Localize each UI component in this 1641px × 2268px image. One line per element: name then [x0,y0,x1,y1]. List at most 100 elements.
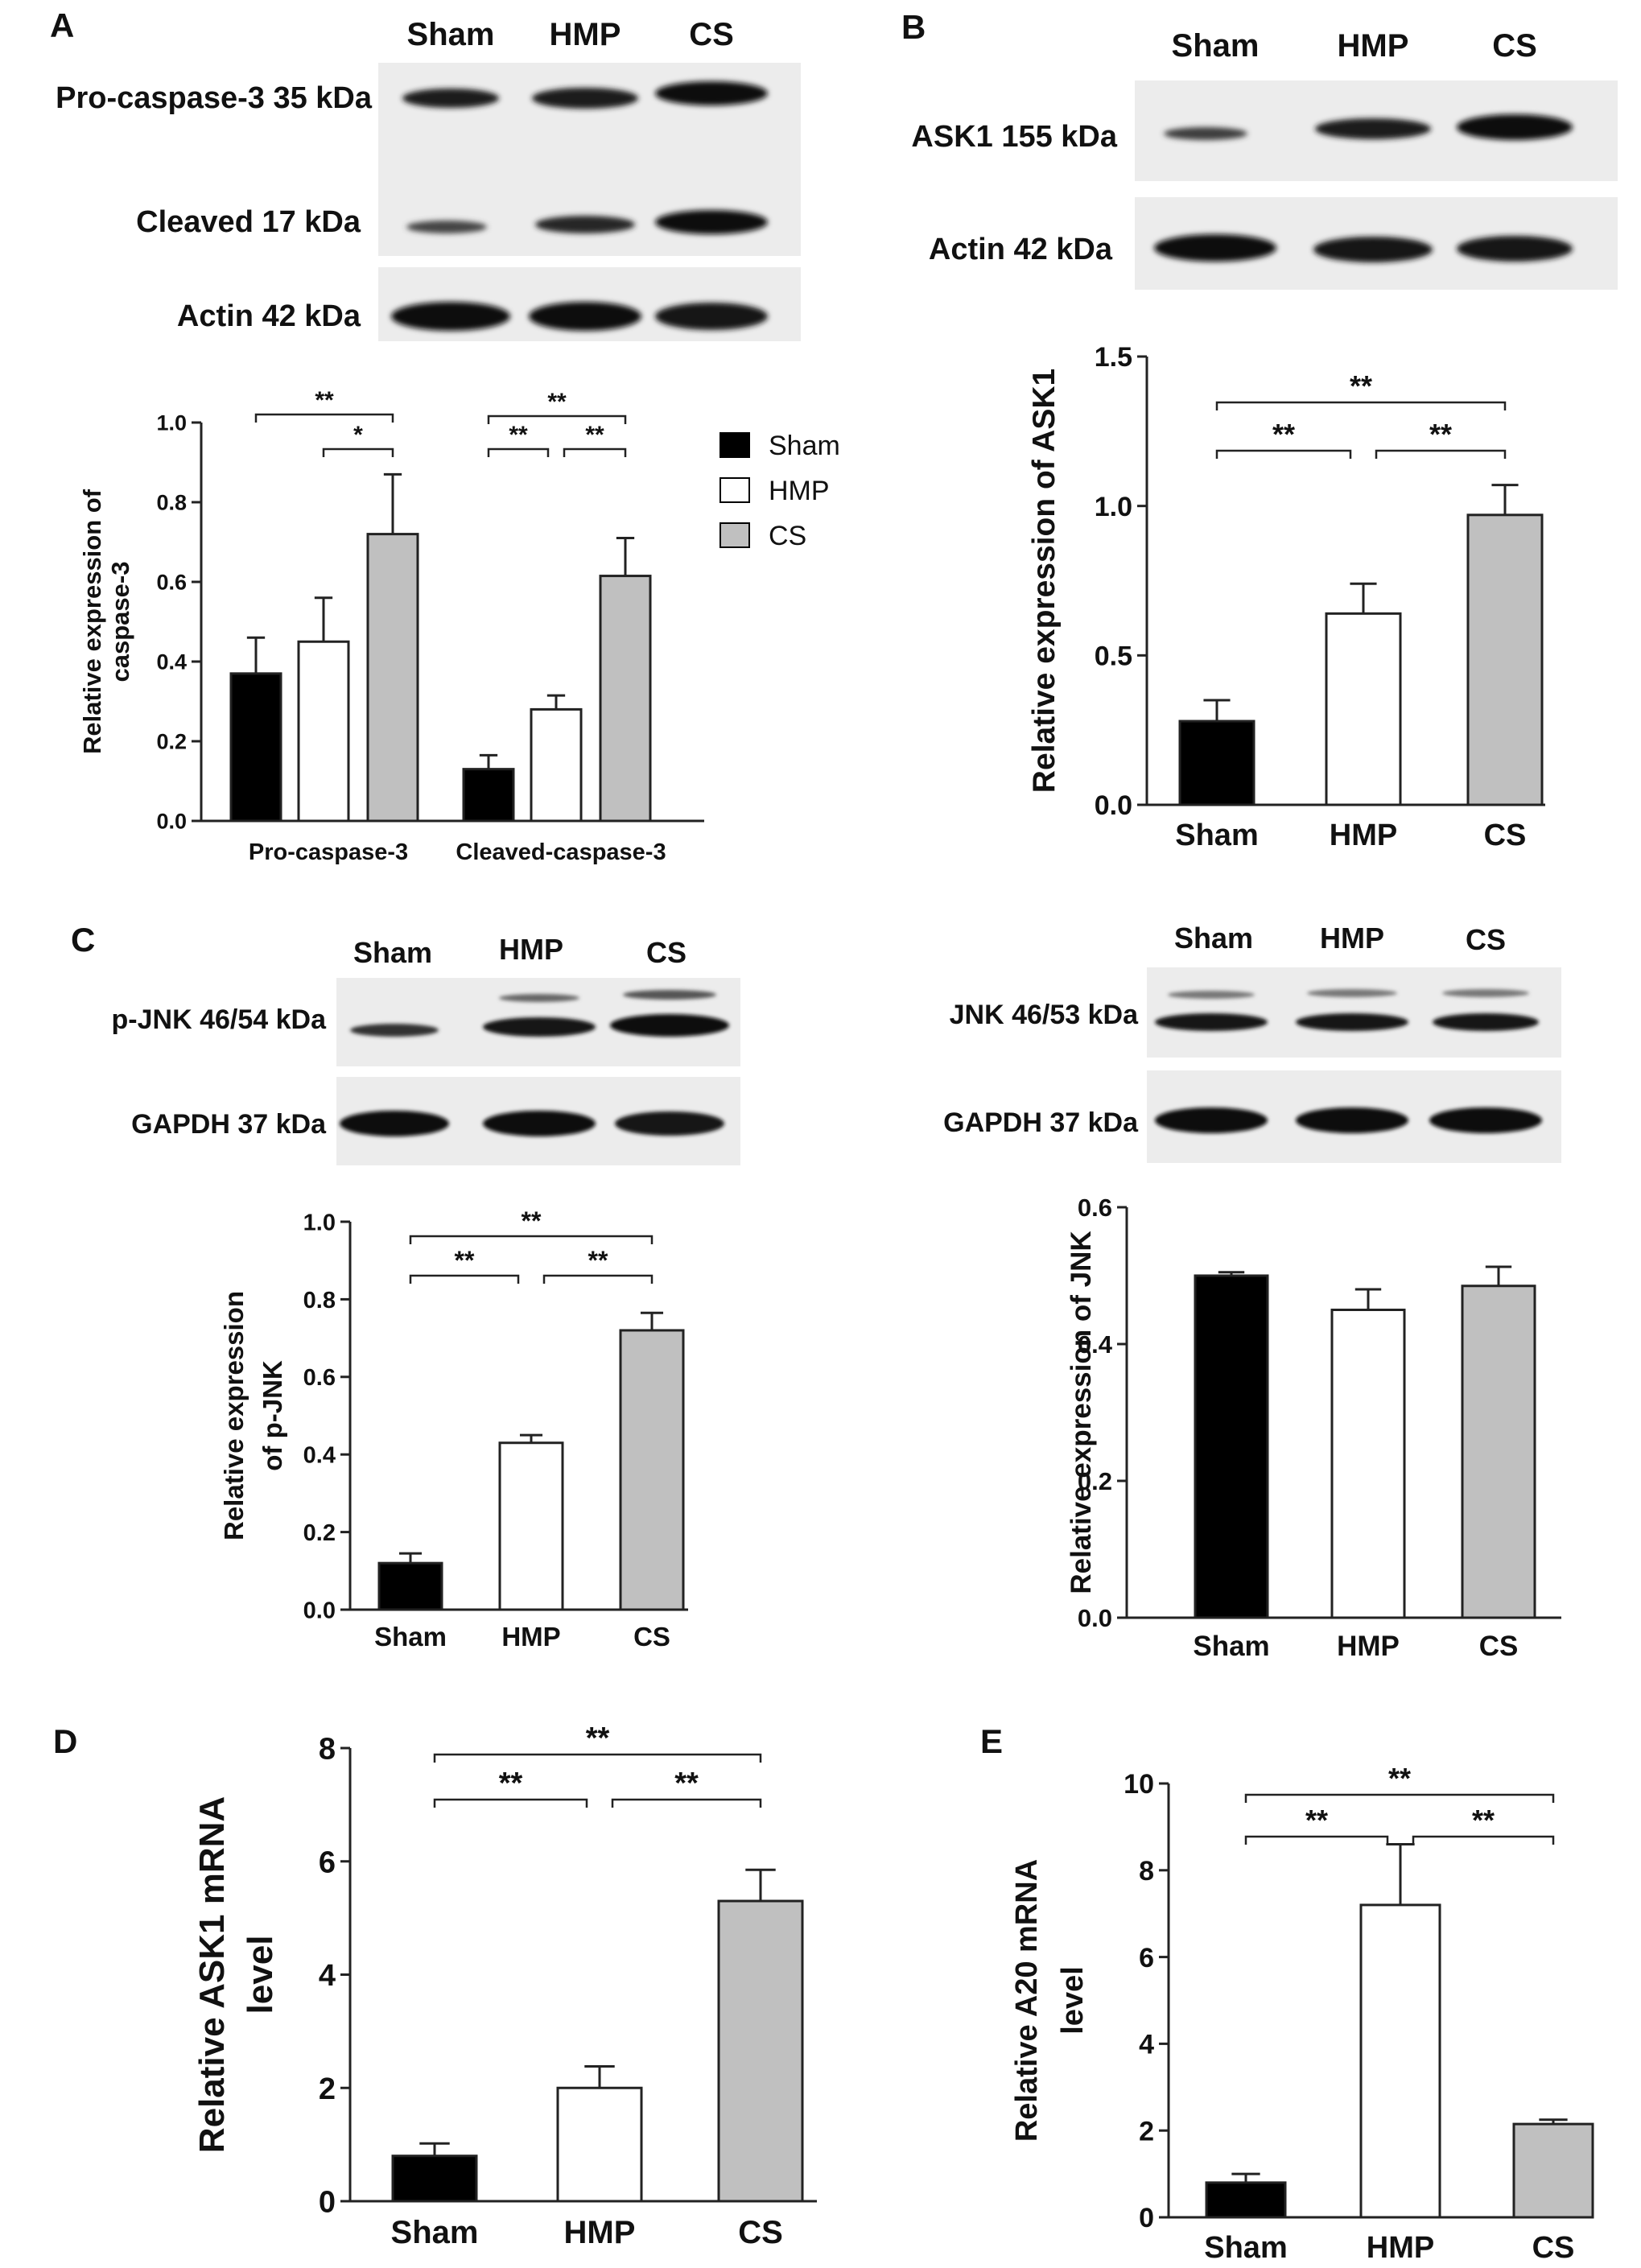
blot-c2-lane-cs: CS [1466,923,1506,956]
y-axis-label: Relative expression of ASK1 [1027,369,1062,793]
y-tick-label: 6 [319,1845,336,1879]
blot-a-row-actin: Actin 42 kDa [177,299,361,333]
y-tick-label: 4 [319,1959,336,1993]
western-blot-c-jnk: Sham HMP CS JNK 46/53 kDa GAPDH 37 kDa [943,922,1561,1163]
significance-label: ** [1305,1804,1328,1837]
blot-c2-row-jnk: JNK 46/53 kDa [950,1000,1139,1030]
bar-hmp [1325,612,1402,806]
bar-cs [1512,2122,1594,2219]
bar-hmp [498,1441,564,1611]
x-tick-label: HMP [1330,819,1397,852]
chart-ask1-mrna: 0 2 4 6 8 Relative ASK1 mRNA level Sham HMP CS ** *… [192,1722,817,2250]
significance-bracket [254,413,394,423]
blot-a-lane-hmp: HMP [550,17,621,52]
panel-letter-c: C [71,921,95,959]
bar-cs [1466,513,1544,806]
significance-bracket [1412,1835,1555,1845]
bar-sham [377,1561,443,1611]
panel-letter-b: B [901,8,926,46]
significance-label: ** [455,1246,475,1275]
panel-letter-e: E [980,1722,1003,1760]
band [406,221,487,233]
x-tick-label: HMP [1337,1631,1400,1662]
y-tick-label: 2 [1139,2116,1154,2146]
western-blot-a: Sham HMP CS Pro-caspase-3 35 kDa Cleaved… [56,17,801,341]
band [499,994,579,1002]
panel-letter-d: D [53,1722,77,1760]
blot-b-row-actin: Actin 42 kDa [929,233,1113,266]
band [615,1111,724,1136]
chart-caspase3: 0.0 0.2 0.4 0.6 0.8 1.0 Relative expression of… [78,387,704,865]
band [610,1014,729,1037]
blot-c2-membrane [1147,967,1561,1058]
band [1433,1013,1539,1031]
band [532,88,638,109]
bar-cs [1461,1285,1536,1619]
x-tick-label: Sham [391,2215,479,2250]
band [1457,114,1573,140]
bar-sham [1194,1274,1269,1619]
x-tick-label: CS [633,1622,670,1652]
x-tick-label: HMP [1367,2231,1434,2265]
y-axis-label: Relative A20 mRNA [1010,1859,1044,2142]
significance-bracket [433,1753,762,1763]
band [402,89,499,108]
band [1164,127,1247,140]
band [535,216,635,233]
bar-hmp [297,640,350,823]
band [1307,989,1397,997]
blot-c-row-pjnk: p-JNK 46/54 kDa [112,1004,328,1035]
y-tick-label: 0.4 [303,1443,336,1469]
significance-label: ** [522,1206,542,1235]
blot-c2-row-gapdh: GAPDH 37 kDa [943,1107,1139,1138]
significance-label: ** [586,1722,610,1755]
band [1155,1107,1268,1133]
y-tick-label: 0 [1139,2203,1154,2233]
band [1296,1013,1408,1031]
x-tick-label: Sham [1204,2231,1287,2265]
significance-bracket [487,414,627,424]
band [655,210,768,234]
x-tick-label: Sham [1175,819,1258,852]
band [1296,1107,1408,1133]
band [1155,1013,1268,1031]
x-tick-label: Cleaved-caspase-3 [456,839,666,865]
significance-bracket [409,1274,520,1284]
bar-sham [229,672,282,823]
band [483,1017,596,1037]
y-tick-label: 0.8 [156,491,187,515]
y-tick-label: 0.4 [1078,1330,1113,1359]
significance-label: ** [1429,418,1452,451]
band [483,1111,596,1136]
y-tick-label: 0.6 [1078,1194,1112,1222]
y-tick-label: 6 [1139,1943,1154,1973]
significance-label: ** [509,422,528,448]
blot-b-lane-cs: CS [1492,28,1537,64]
significance-bracket [409,1235,654,1244]
x-tick-label: CS [1532,2231,1575,2265]
significance-bracket [1244,1793,1555,1803]
band [1313,237,1433,262]
significance-bracket [433,1798,588,1808]
bar-cs [366,533,419,823]
band [655,303,768,330]
significance-bracket [563,447,627,457]
significance-label: ** [315,387,334,414]
y-tick-label: 8 [1139,1856,1154,1887]
y-tick-label: 0.0 [156,810,187,834]
y-tick-label: 0.0 [1078,1604,1112,1632]
y-tick-label: 0.4 [156,650,187,674]
y-axis-label: Relative ASK1 mRNA [192,1796,232,2153]
chart-ask1-protein: 0.0 0.5 1.0 1.5 Relative expression of ASK1 S… [1027,342,1545,852]
x-tick-label: HMP [501,1622,560,1652]
y-tick-label: 8 [319,1733,336,1767]
blot-b-lane-hmp: HMP [1338,28,1409,64]
y-tick-label: 0.0 [1095,790,1132,821]
significance-label: ** [1472,1804,1495,1837]
bar-hmp [556,2086,643,2203]
legend-label-sham: Sham [769,431,840,461]
bar-sham [1178,720,1255,806]
significance-label: ** [1350,369,1372,402]
significance-label: ** [547,389,567,415]
